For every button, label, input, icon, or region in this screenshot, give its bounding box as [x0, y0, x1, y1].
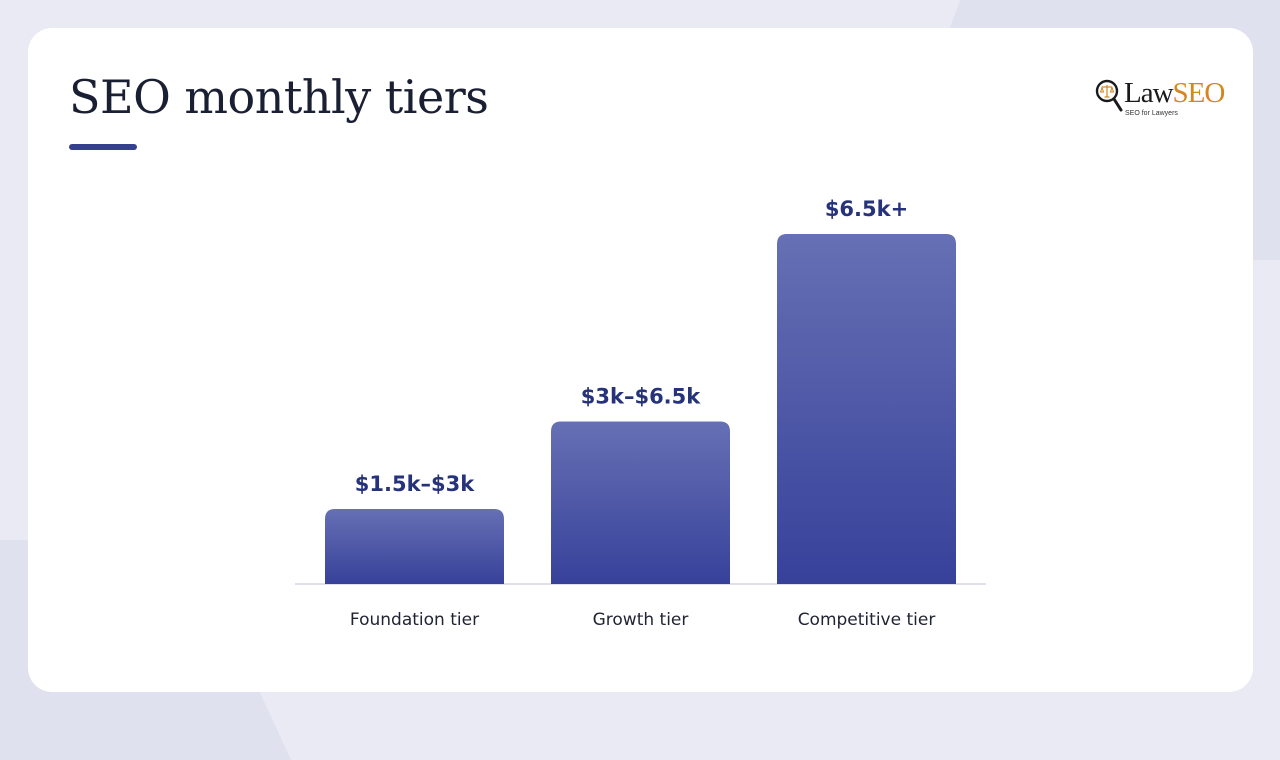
bar-chart: $1.5k–$3k Foundation tier $3k–$6.5k Growth … — [295, 197, 986, 630]
category-label-1: Foundation tier — [350, 610, 479, 630]
logo-tagline: SEO for Lawyers — [1125, 110, 1178, 117]
category-label-3: Competitive tier — [798, 610, 936, 630]
logo-wordmark: LawSEO — [1124, 77, 1225, 109]
value-label-2: $3k–$6.5k — [581, 385, 702, 409]
bar-3 — [777, 234, 956, 584]
title-underline — [69, 144, 137, 150]
value-label-3: $6.5k+ — [825, 197, 908, 221]
slide-title: SEO monthly tiers — [69, 70, 489, 124]
category-label-2: Growth tier — [593, 610, 689, 630]
value-label-1: $1.5k–$3k — [355, 472, 476, 496]
bar-1 — [325, 509, 504, 584]
lawseo-logo: LawSEO SEO for Lawyers — [1094, 76, 1225, 124]
bar-2 — [551, 421, 730, 584]
magnifier-scales-icon — [1095, 79, 1123, 112]
